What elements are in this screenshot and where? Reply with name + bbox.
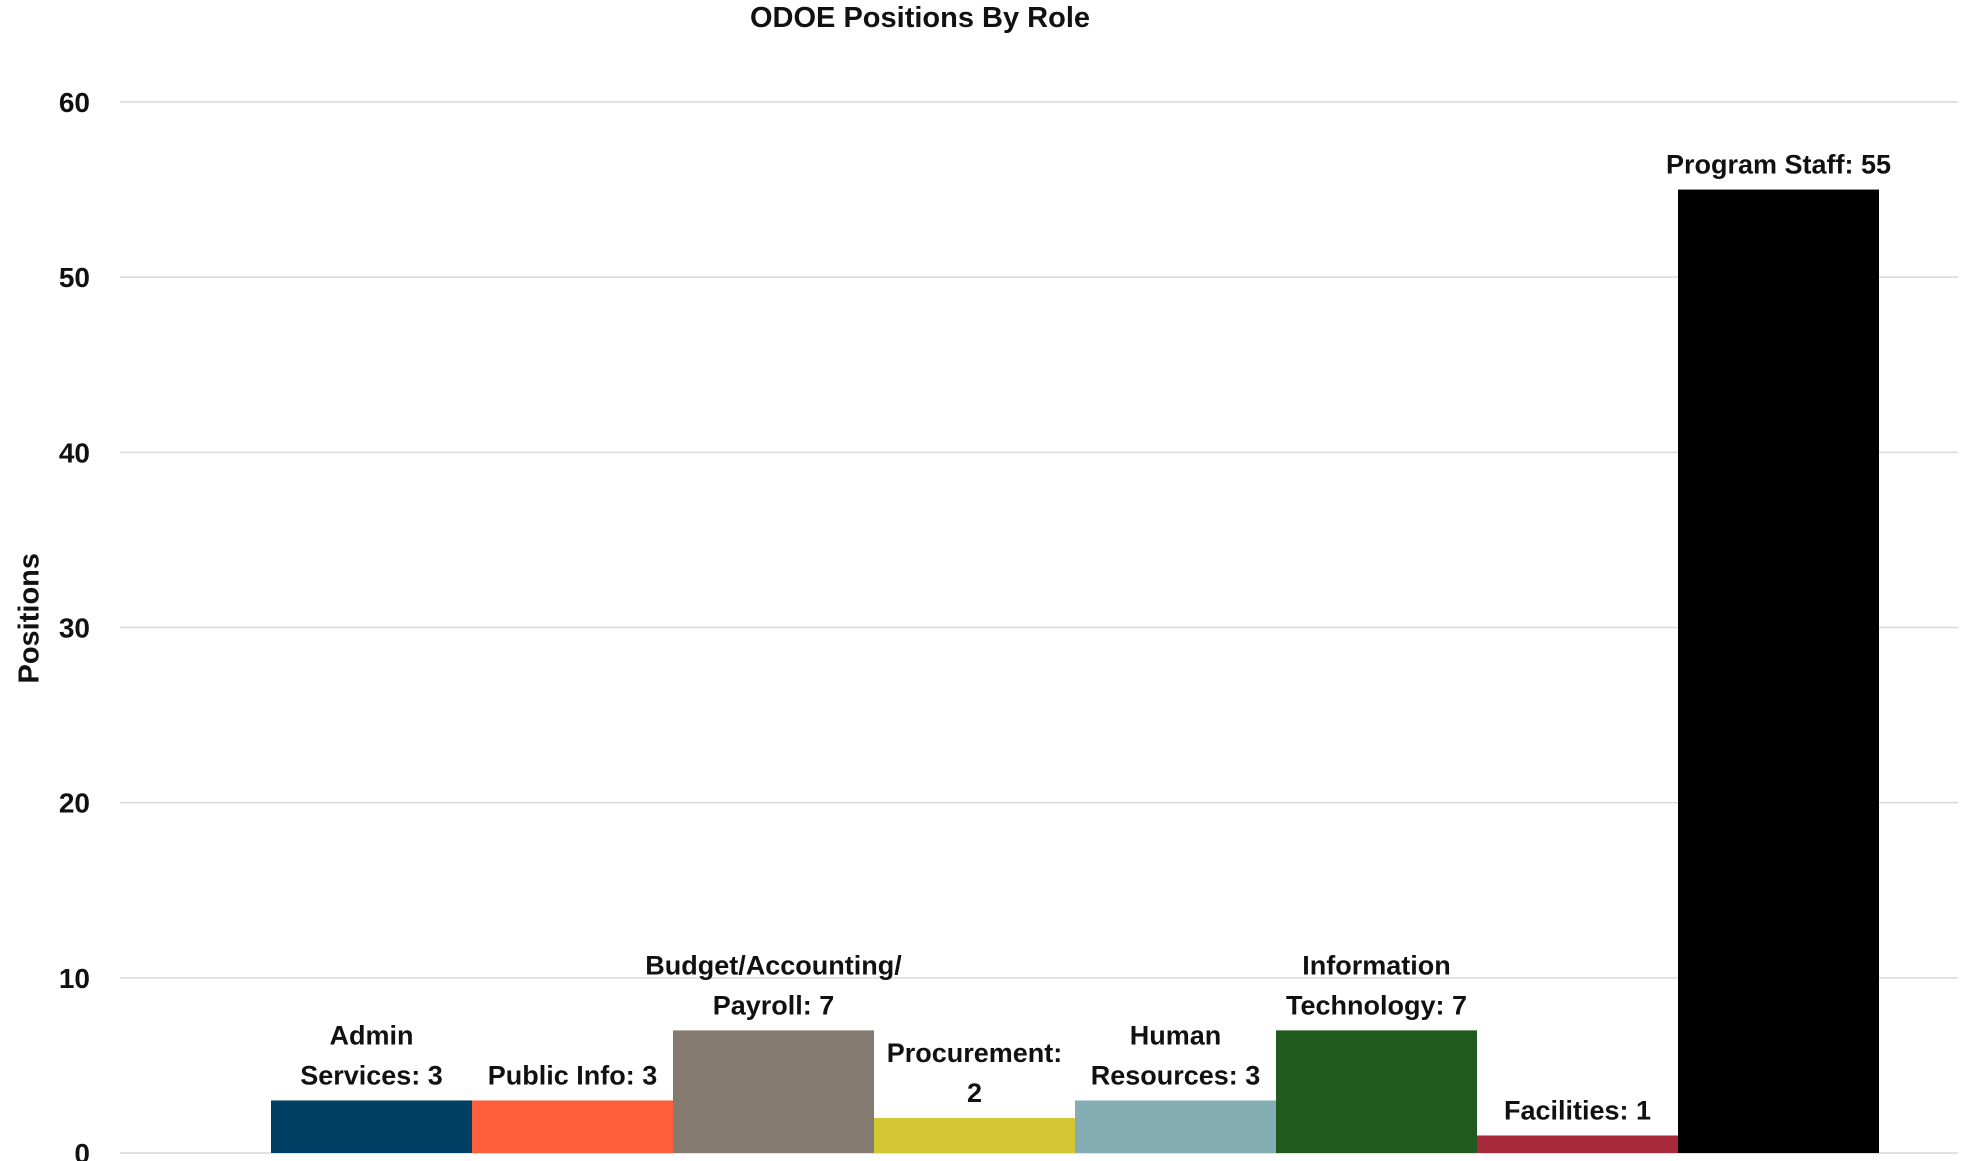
bar — [472, 1100, 673, 1153]
data-label: Procurement: — [887, 1038, 1063, 1068]
chart-title: ODOE Positions By Role — [750, 2, 1090, 34]
y-tick-label: 30 — [59, 613, 90, 644]
data-label: Admin — [330, 1020, 414, 1050]
bar — [874, 1117, 1075, 1153]
bar — [271, 1100, 472, 1153]
data-label: Resources: 3 — [1091, 1060, 1261, 1090]
data-label: 2 — [967, 1078, 982, 1108]
bar — [1477, 1135, 1678, 1153]
data-label: Information — [1302, 950, 1451, 980]
data-label: Public Info: 3 — [488, 1060, 658, 1090]
data-label: Program Staff: 55 — [1666, 150, 1891, 180]
y-tick-label: 50 — [59, 262, 90, 293]
y-tick-label: 60 — [59, 87, 90, 118]
data-label: Services: 3 — [300, 1060, 443, 1090]
data-label: Budget/Accounting/ — [645, 950, 902, 980]
data-label: Payroll: 7 — [713, 990, 835, 1020]
y-tick-label: 0 — [74, 1138, 90, 1161]
data-label: Technology: 7 — [1286, 990, 1467, 1020]
y-tick-label: 10 — [59, 963, 90, 994]
data-label: Human — [1130, 1020, 1222, 1050]
bar — [1075, 1100, 1276, 1153]
y-tick-label: 40 — [59, 437, 90, 468]
y-tick-label: 20 — [59, 788, 90, 819]
bar — [1276, 1030, 1477, 1153]
bar — [1678, 189, 1879, 1154]
bar — [673, 1030, 874, 1153]
data-label: Facilities: 1 — [1504, 1095, 1651, 1125]
